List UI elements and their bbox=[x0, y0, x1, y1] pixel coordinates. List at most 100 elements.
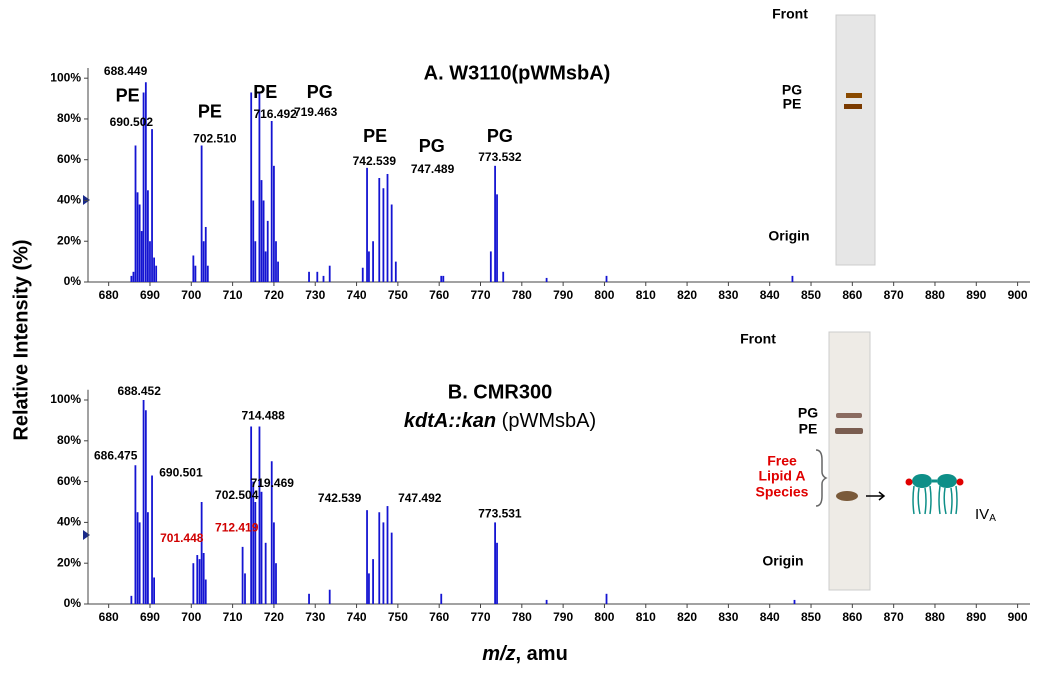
x-tick-label: 860 bbox=[842, 610, 862, 624]
x-tick-label: 820 bbox=[677, 610, 697, 624]
x-tick-label: 680 bbox=[99, 610, 119, 624]
title-rest: (pWMsbA) bbox=[496, 410, 596, 432]
class-label: PG bbox=[419, 136, 445, 156]
peak-label: 701.448 bbox=[160, 531, 204, 545]
tlc-label: Species bbox=[756, 484, 809, 500]
x-tick-label: 840 bbox=[760, 610, 780, 624]
peak-label: 719.463 bbox=[294, 105, 338, 119]
y-tick-label: 80% bbox=[57, 111, 81, 125]
marker bbox=[83, 530, 90, 540]
x-tick-label: 780 bbox=[512, 610, 532, 624]
tlc-label: Origin bbox=[768, 228, 809, 244]
peak-label: 686.475 bbox=[94, 448, 138, 462]
peak-label: 773.531 bbox=[478, 506, 522, 520]
brace bbox=[815, 449, 828, 507]
tlc-plate bbox=[835, 14, 876, 266]
peak-label: 742.539 bbox=[318, 491, 362, 505]
x-tick-label: 800 bbox=[594, 610, 614, 624]
tlc-label: Front bbox=[740, 331, 776, 347]
x-tick-label: 700 bbox=[181, 288, 201, 302]
class-label: PE bbox=[116, 85, 140, 105]
x-tick-label: 870 bbox=[884, 288, 904, 302]
x-tick-label: 760 bbox=[429, 610, 449, 624]
tlc-label: Free bbox=[767, 453, 797, 469]
x-axis-title: m/z, amu bbox=[482, 643, 568, 665]
x-tick-label: 900 bbox=[1008, 610, 1028, 624]
tlc-band bbox=[836, 413, 862, 418]
lipid-name-sub: A bbox=[989, 513, 996, 524]
x-tick-label: 900 bbox=[1008, 288, 1028, 302]
tlc-label: Lipid A bbox=[759, 468, 806, 484]
peak-label: 719.469 bbox=[251, 476, 295, 490]
peak-label: 747.489 bbox=[411, 162, 455, 176]
y-tick-label: 80% bbox=[57, 433, 81, 447]
peak-label: 742.539 bbox=[353, 154, 397, 168]
x-tick-label: 810 bbox=[636, 288, 656, 302]
title-italic: kdtA::kan bbox=[404, 410, 496, 432]
x-tick-label: 830 bbox=[718, 288, 738, 302]
lipid-icon bbox=[905, 474, 964, 515]
peak-label: 690.501 bbox=[159, 466, 203, 480]
arrow bbox=[866, 491, 886, 501]
y-tick-label: 100% bbox=[50, 392, 81, 406]
y-tick-label: 60% bbox=[57, 152, 81, 166]
peak-label: 716.492 bbox=[253, 107, 297, 121]
x-tick-label: 830 bbox=[718, 610, 738, 624]
x-axis-title-italic: m/z bbox=[482, 643, 515, 665]
x-tick-label: 780 bbox=[512, 288, 532, 302]
x-tick-label: 790 bbox=[553, 288, 573, 302]
y-tick-label: 20% bbox=[57, 555, 81, 569]
x-axis-title-rest: , amu bbox=[516, 643, 568, 665]
x-tick-label: 710 bbox=[223, 610, 243, 624]
x-tick-label: 730 bbox=[305, 610, 325, 624]
x-tick-label: 840 bbox=[760, 288, 780, 302]
lipid-name: IVA bbox=[975, 506, 996, 524]
x-tick-label: 720 bbox=[264, 610, 284, 624]
x-tick-label: 740 bbox=[347, 610, 367, 624]
x-tick-label: 760 bbox=[429, 288, 449, 302]
chart-title: A. W3110(pWMsbA) bbox=[424, 62, 611, 84]
x-tick-label: 790 bbox=[553, 610, 573, 624]
x-tick-label: 690 bbox=[140, 288, 160, 302]
tlc-inset-a: Front PG PE Origin bbox=[768, 6, 876, 266]
x-tick-label: 890 bbox=[966, 288, 986, 302]
x-tick-label: 690 bbox=[140, 610, 160, 624]
x-tick-label: 850 bbox=[801, 288, 821, 302]
y-tick-label: 60% bbox=[57, 474, 81, 488]
class-label: PG bbox=[307, 82, 333, 102]
x-tick-label: 820 bbox=[677, 288, 697, 302]
peak-label: 688.452 bbox=[118, 384, 162, 398]
y-tick-label: 40% bbox=[57, 515, 81, 529]
x-tick-label: 740 bbox=[347, 288, 367, 302]
x-tick-label: 860 bbox=[842, 288, 862, 302]
x-tick-label: 770 bbox=[470, 610, 490, 624]
tlc-band bbox=[844, 104, 862, 109]
tlc-label: PE bbox=[783, 96, 802, 112]
y-tick-label: 40% bbox=[57, 193, 81, 207]
y-tick-label: 20% bbox=[57, 233, 81, 247]
class-label: PE bbox=[363, 126, 387, 146]
tlc-inset-b: Front PG PE Free Lipid A Species IVA Ori… bbox=[740, 331, 996, 591]
x-tick-label: 730 bbox=[305, 288, 325, 302]
peak-label: 690.502 bbox=[110, 115, 154, 129]
tlc-label: Origin bbox=[762, 553, 803, 569]
peak-label: 714.488 bbox=[241, 408, 285, 422]
class-label: PE bbox=[253, 82, 277, 102]
y-tick-label: 100% bbox=[50, 70, 81, 84]
tlc-plate bbox=[828, 331, 871, 591]
peak-label: 773.532 bbox=[478, 150, 522, 164]
y-axis-title: Relative Intensity (%) bbox=[10, 239, 32, 440]
x-tick-label: 750 bbox=[388, 610, 408, 624]
x-tick-label: 810 bbox=[636, 610, 656, 624]
peak-label: 712.419 bbox=[215, 521, 259, 535]
x-tick-label: 800 bbox=[594, 288, 614, 302]
x-tick-label: 770 bbox=[470, 288, 490, 302]
x-tick-label: 870 bbox=[884, 610, 904, 624]
y-tick-label: 0% bbox=[64, 596, 82, 610]
x-tick-label: 700 bbox=[181, 610, 201, 624]
tlc-band bbox=[836, 491, 858, 501]
peak-label: 702.510 bbox=[193, 132, 237, 146]
peak-label: 747.492 bbox=[398, 491, 442, 505]
x-tick-label: 680 bbox=[99, 288, 119, 302]
